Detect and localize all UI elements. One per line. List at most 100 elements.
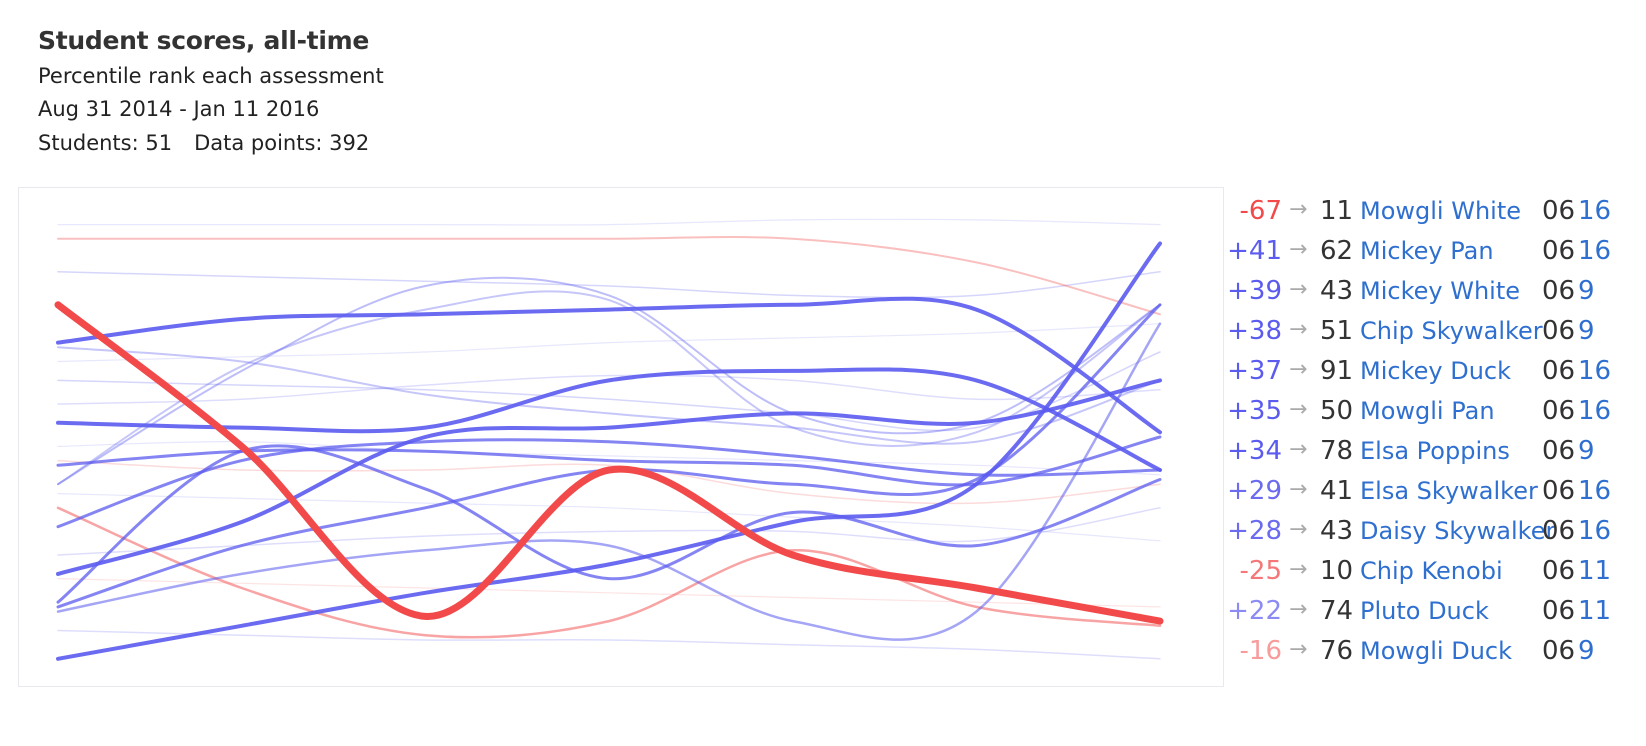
series-line-19[interactable] [57,374,1161,405]
chart-subtitle: Percentile rank each assessment [38,64,384,88]
series-line-26[interactable] [57,493,1161,542]
student-name-link[interactable]: Elsa Poppins [1360,437,1510,465]
series-line-8[interactable] [56,444,1162,604]
student-name-link[interactable]: Chip Kenobi [1360,557,1503,585]
latest-score: 74 [1320,596,1354,626]
latest-score: 51 [1320,316,1354,346]
series-line-2[interactable] [56,378,1162,576]
arrow-icon: → [1289,237,1308,262]
delta-value: +29 [1227,476,1282,506]
student-name-link[interactable]: Mowgli Duck [1360,637,1513,665]
latest-score: 78 [1320,436,1354,466]
delta-value: +38 [1227,316,1282,346]
student-name-link[interactable]: Chip Skywalker [1360,317,1543,345]
assessment-count[interactable]: 16 [1578,396,1612,426]
series-line-3[interactable] [56,367,1162,472]
arrow-icon: → [1289,637,1308,662]
latest-score: 41 [1320,476,1354,506]
series-line-9[interactable] [56,438,1162,529]
legend-row[interactable]: -16 → 76 Mowgli Duck 06 9 [1226,630,1646,672]
legend-row[interactable]: -67 → 11 Mowgli White 06 16 [1226,190,1646,232]
series-line-15[interactable] [57,346,1161,445]
delta-value: +28 [1227,516,1282,546]
legend-row[interactable]: +22 → 74 Pluto Duck 06 11 [1226,590,1646,632]
arrow-icon: → [1289,437,1308,462]
delta-value: +39 [1227,276,1282,306]
student-name-link[interactable]: Mickey Duck [1360,357,1511,385]
student-name-link[interactable]: Mowgli White [1360,197,1522,225]
series-line-17[interactable] [57,351,1161,432]
legend-row[interactable]: -25 → 10 Chip Kenobi 06 11 [1226,550,1646,592]
grade-level: 06 [1542,476,1576,506]
legend-row[interactable]: +37 → 91 Mickey Duck 06 16 [1226,350,1646,392]
student-name-link[interactable]: Mickey White [1360,277,1520,305]
series-line-24[interactable] [57,441,1161,476]
assessment-count[interactable]: 16 [1578,196,1612,226]
chart-title: Student scores, all-time [38,26,370,55]
assessment-count[interactable]: 16 [1578,476,1612,506]
arrow-icon: → [1289,597,1308,622]
series-line-6[interactable] [56,435,1162,487]
assessment-count[interactable]: 11 [1578,556,1612,586]
series-line-14[interactable] [57,290,1161,486]
grade-level: 06 [1542,236,1576,266]
legend-row[interactable]: +29 → 41 Elsa Skywalker 06 16 [1226,470,1646,512]
latest-score: 62 [1320,236,1354,266]
student-name-link[interactable]: Daisy Skywalker [1360,517,1556,545]
delta-value: +34 [1227,436,1282,466]
student-name-link[interactable]: Elsa Skywalker [1360,477,1538,505]
student-name-link[interactable]: Mowgli Pan [1360,397,1495,425]
delta-value: -16 [1239,636,1282,666]
latest-score: 10 [1320,556,1354,586]
assessment-count[interactable]: 9 [1578,636,1595,666]
series-line-21[interactable] [57,629,1161,660]
series-line-23[interactable] [57,323,1161,363]
series-line-18[interactable] [57,459,1161,505]
grade-level: 06 [1542,356,1576,386]
legend-row[interactable]: +28 → 43 Daisy Skywalker 06 16 [1226,510,1646,552]
delta-value: +35 [1227,396,1282,426]
series-line-4[interactable] [56,296,1162,435]
grade-level: 06 [1542,636,1576,666]
series-line-22[interactable] [57,218,1161,226]
legend-row[interactable]: +35 → 50 Mowgli Pan 06 16 [1226,390,1646,432]
assessment-count[interactable]: 16 [1578,236,1612,266]
data-points-count: Data points: 392 [194,131,370,155]
delta-value: +22 [1227,596,1282,626]
stats-line: Students: 51 Data points: 392 [38,131,384,155]
series-line-25[interactable] [57,578,1161,608]
latest-score: 76 [1320,636,1354,666]
grade-level: 06 [1542,556,1576,586]
series-line-16[interactable] [57,271,1161,299]
series-line-20[interactable] [57,507,1161,556]
series-line-11[interactable] [56,322,1162,641]
grade-level: 06 [1542,516,1576,546]
legend-row[interactable]: +38 → 51 Chip Skywalker 06 9 [1226,310,1646,352]
latest-score: 50 [1320,396,1354,426]
student-name-link[interactable]: Mickey Pan [1360,237,1494,265]
legend-row[interactable]: +39 → 43 Mickey White 06 9 [1226,270,1646,312]
series-line-12[interactable] [57,236,1161,316]
assessment-count[interactable]: 11 [1578,596,1612,626]
grade-level: 06 [1542,436,1576,466]
legend-row[interactable]: +34 → 78 Elsa Poppins 06 9 [1226,430,1646,472]
grade-level: 06 [1542,276,1576,306]
assessment-count[interactable]: 9 [1578,436,1595,466]
chart-header: Student scores, all-time Percentile rank… [38,26,384,155]
assessment-count[interactable]: 9 [1578,316,1595,346]
assessment-count[interactable]: 9 [1578,276,1595,306]
delta-value: +37 [1227,356,1282,386]
series-line-10[interactable] [56,506,1162,639]
delta-value: +41 [1227,236,1282,266]
student-name-link[interactable]: Pluto Duck [1360,597,1489,625]
series-line-5[interactable] [56,241,1162,661]
arrow-icon: → [1289,357,1308,382]
series-line-1[interactable] [54,301,1164,625]
score-chart [54,218,1164,661]
latest-score: 91 [1320,356,1354,386]
students-count: Students: 51 [38,131,173,155]
legend-row[interactable]: +41 → 62 Mickey Pan 06 16 [1226,230,1646,272]
grade-level: 06 [1542,396,1576,426]
assessment-count[interactable]: 16 [1578,516,1612,546]
assessment-count[interactable]: 16 [1578,356,1612,386]
